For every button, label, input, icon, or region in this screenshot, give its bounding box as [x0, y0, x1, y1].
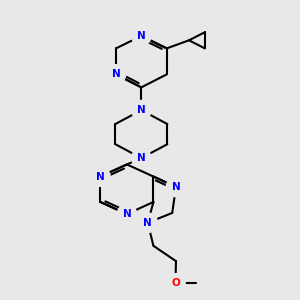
Circle shape: [132, 100, 151, 120]
Circle shape: [138, 213, 158, 233]
Circle shape: [166, 274, 185, 293]
Text: N: N: [96, 172, 105, 182]
Text: N: N: [172, 182, 180, 192]
Circle shape: [132, 26, 151, 46]
Circle shape: [132, 148, 151, 168]
Circle shape: [106, 64, 126, 84]
Text: N: N: [122, 209, 131, 219]
Text: N: N: [137, 31, 146, 41]
Text: N: N: [143, 218, 152, 228]
Text: N: N: [137, 153, 146, 163]
Text: N: N: [112, 69, 120, 80]
Text: N: N: [137, 105, 146, 115]
Circle shape: [166, 177, 186, 197]
Circle shape: [117, 204, 136, 224]
Circle shape: [91, 167, 110, 186]
Text: O: O: [171, 278, 180, 288]
